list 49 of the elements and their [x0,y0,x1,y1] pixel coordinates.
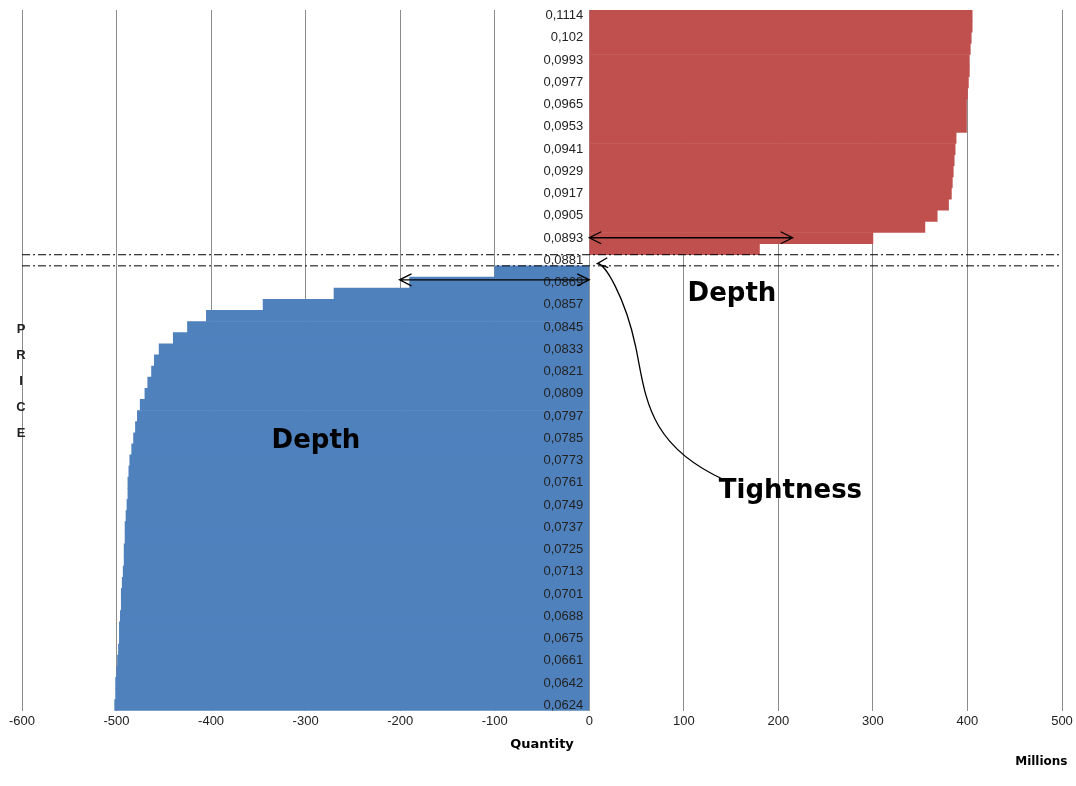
x-tick-label: 0 [585,713,593,729]
x-tick-label: 300 [862,713,884,729]
x-tick-label: 500 [1051,713,1073,729]
text: Millions [1015,753,1068,768]
y-tick-label: 0,0785 [543,429,584,445]
y-tick-label: 0,0857 [543,296,584,312]
x-tick-label: -600 [8,713,36,729]
y-tick-label: 0,0797 [543,407,584,423]
y-tick-label: 0,0941 [543,140,584,156]
y-tick-label: 0,0905 [543,207,584,223]
y-axis-title: PRICE [15,320,27,442]
y-tick-label: 0,0761 [543,474,584,490]
y-tick-label: 0,0953 [543,118,584,134]
y-tick-label: 0,0661 [543,652,584,668]
y-tick-label: 0,0965 [543,96,584,112]
y-tick-label: 0,0809 [543,385,584,401]
x-tick-label: 200 [767,713,790,729]
y-tick-label: 0,0821 [543,363,584,379]
y-tick-label: 0,0713 [543,563,584,579]
x-axis-title: Quantity [510,735,575,751]
y-tick-label: 0,0725 [543,541,584,557]
annotation: Depth [687,277,777,308]
y-tick-label: 0,0977 [543,73,584,89]
y-tick-label: 0,0993 [543,51,584,67]
y-tick-label: 0,0893 [543,229,584,245]
x-tick-label: 100 [672,713,695,729]
y-tick-label: 0,0845 [543,318,584,334]
y-tick-label: 0,0642 [543,674,584,690]
y-tick-label: 0,0749 [543,496,584,512]
y-tick-label: 0,0624 [543,696,584,712]
y-tick-label: 0,0929 [543,162,584,178]
y-tick-label: 0,0675 [543,630,584,646]
x-tick-label: -200 [387,713,414,729]
y-tick-label: 0,0833 [543,340,584,356]
y-tick-label: 0,0881 [543,251,584,267]
x-tick-label: -500 [103,713,130,729]
annotation: Depth [271,424,361,455]
y-tick-label: 0,0773 [543,452,584,468]
x-tick-label: -400 [198,713,225,729]
x-tick-label: 400 [956,713,979,729]
annotation: Tightness [718,473,863,504]
y-tick-label: 0,1114 [545,7,584,23]
y-tick-label: 0,0701 [543,585,584,601]
y-tick-label: 0,0737 [543,518,584,534]
y-tick-label: 0,0917 [543,185,584,201]
y-tick-label: 0,102 [550,29,584,45]
y-tick-label: 0,0688 [543,607,584,623]
x-tick-label: -300 [292,713,319,729]
x-tick-label: -100 [481,713,508,729]
